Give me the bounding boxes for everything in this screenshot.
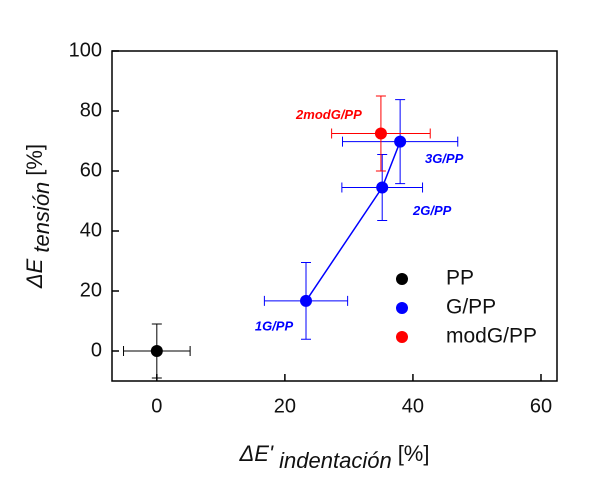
x-tick-label: 20: [274, 395, 296, 417]
x-label-subscript: indentación: [279, 448, 392, 473]
point-label: 2modG/PP: [295, 107, 362, 122]
point-label: 1G/PP: [255, 318, 294, 333]
point: [376, 181, 389, 194]
y-tick-label: 100: [69, 39, 102, 61]
point: [150, 345, 163, 357]
legend-label: PP: [446, 267, 474, 290]
point: [300, 294, 313, 307]
x-tick-label: 0: [151, 395, 162, 417]
y-tick-label: 80: [80, 99, 102, 121]
y-tick-label: 0: [91, 339, 102, 361]
y-label-symbol: ΔE: [22, 258, 47, 289]
legend-marker: [396, 331, 408, 343]
legend-marker: [396, 273, 408, 285]
legend-label: G/PP: [446, 296, 496, 319]
x-axis-label: ΔE' indentación [%]: [239, 441, 430, 473]
y-label-subscript: tensión: [29, 182, 54, 253]
point: [374, 127, 387, 140]
y-tick-label: 40: [80, 219, 102, 241]
y-tick-label: 60: [80, 159, 102, 181]
point: [394, 135, 407, 148]
legend-label: modG/PP: [446, 325, 537, 348]
point-label: 2G/PP: [412, 203, 452, 218]
y-tick-label: 20: [80, 279, 102, 301]
x-tick-label: 60: [530, 395, 552, 417]
y-label-unit: [%]: [22, 144, 47, 176]
y-axis-label: ΔE tensión [%]: [22, 144, 54, 289]
x-tick-label: 40: [402, 395, 424, 417]
plot-frame: [111, 50, 558, 382]
series-line: [305, 141, 401, 302]
x-label-unit: [%]: [398, 441, 430, 466]
legend-marker: [396, 302, 408, 314]
point-label: 3G/PP: [425, 151, 464, 166]
x-label-symbol: ΔE': [239, 441, 274, 466]
